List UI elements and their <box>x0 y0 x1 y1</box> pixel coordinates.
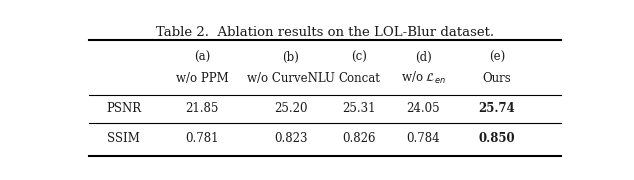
Text: 21.85: 21.85 <box>185 102 219 115</box>
Text: 0.784: 0.784 <box>406 132 440 145</box>
Text: Concat: Concat <box>339 72 380 85</box>
Text: Ours: Ours <box>482 72 511 85</box>
Text: 25.20: 25.20 <box>274 102 307 115</box>
Text: w/o PPM: w/o PPM <box>176 72 228 85</box>
Text: (d): (d) <box>415 51 432 64</box>
Text: w/o $\mathcal{L}_{en}$: w/o $\mathcal{L}_{en}$ <box>401 70 446 86</box>
Text: 25.31: 25.31 <box>342 102 376 115</box>
Text: 0.850: 0.850 <box>479 132 515 145</box>
Text: (b): (b) <box>282 51 299 64</box>
Text: 24.05: 24.05 <box>406 102 440 115</box>
Text: 0.781: 0.781 <box>185 132 219 145</box>
Text: 25.74: 25.74 <box>479 102 515 115</box>
Text: 0.823: 0.823 <box>274 132 307 145</box>
Text: PSNR: PSNR <box>106 102 141 115</box>
Text: w/o CurveNLU: w/o CurveNLU <box>247 72 335 85</box>
Text: (c): (c) <box>351 51 367 64</box>
Text: Table 2.  Ablation results on the LOL-Blur dataset.: Table 2. Ablation results on the LOL-Blu… <box>156 26 494 39</box>
Text: SSIM: SSIM <box>107 132 140 145</box>
Text: 0.826: 0.826 <box>342 132 376 145</box>
Text: (e): (e) <box>489 51 505 64</box>
Text: (a): (a) <box>194 51 210 64</box>
